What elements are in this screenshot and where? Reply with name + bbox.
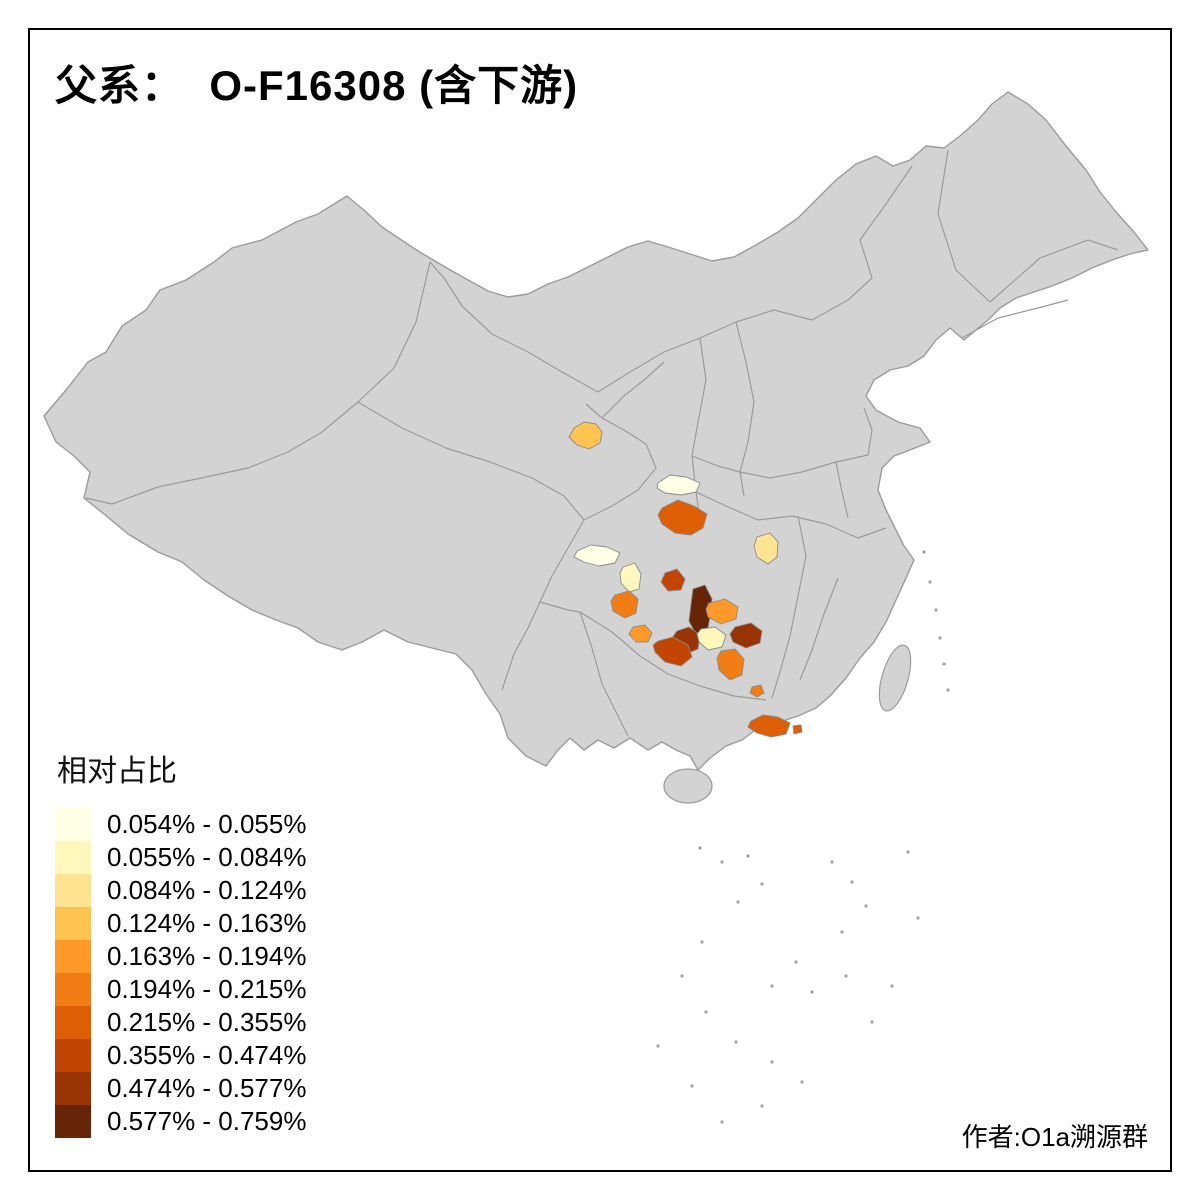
legend-swatch	[55, 841, 91, 874]
legend-item: 0.474% - 0.577%	[55, 1072, 306, 1105]
legend-item: 0.163% - 0.194%	[55, 940, 306, 973]
region-gansu-patch	[568, 421, 603, 450]
region-shaanxi-south-patch	[657, 499, 708, 536]
sea-islands	[656, 550, 950, 1124]
legend-label: 0.055% - 0.084%	[107, 842, 307, 872]
legend-item: 0.055% - 0.084%	[55, 841, 306, 874]
legend-item: 0.194% - 0.215%	[55, 973, 306, 1006]
legend-items: 0.054% - 0.055% 0.055% - 0.084% 0.084% - 0…	[55, 808, 306, 1138]
region-guangxi-speck-patch	[749, 684, 765, 698]
region-hubei-west-patch	[753, 532, 779, 565]
taiwan-island	[878, 644, 912, 712]
region-sichuan-small-patch	[628, 624, 653, 643]
legend-item: 0.084% - 0.124%	[55, 874, 306, 907]
hainan-island	[663, 768, 713, 804]
legend-swatch	[55, 940, 91, 973]
region-chongqing-north-patch	[660, 568, 686, 592]
region-central-cream-patch	[696, 626, 727, 651]
colored-regions	[568, 421, 803, 738]
legend-label: 0.163% - 0.194%	[107, 941, 307, 971]
legend-swatch	[55, 1006, 91, 1039]
region-hunan-dark-patch	[729, 622, 763, 649]
region-shaanxi-north-patch	[656, 474, 701, 496]
legend-label: 0.215% - 0.355%	[107, 1007, 307, 1037]
region-hubei-southwest-patch	[705, 598, 739, 625]
region-sichuan-strip-patch	[619, 562, 642, 593]
legend-label: 0.124% - 0.163%	[107, 908, 307, 938]
legend-swatch	[55, 1072, 91, 1105]
region-guangdong-speck-patch	[792, 724, 803, 735]
legend-label: 0.054% - 0.055%	[107, 809, 307, 839]
legend-swatch	[55, 907, 91, 940]
region-sichuan-south-patch	[610, 590, 639, 619]
legend-title: 相对占比	[57, 755, 177, 788]
legend-swatch	[55, 1039, 91, 1072]
author-credit: 作者:O1a溯源群	[961, 1122, 1148, 1152]
legend-swatch	[55, 1105, 91, 1138]
legend-swatch	[55, 874, 91, 907]
legend-item: 0.124% - 0.163%	[55, 907, 306, 940]
legend-label: 0.355% - 0.474%	[107, 1040, 307, 1070]
legend-swatch	[55, 973, 91, 1006]
region-chengdu-patch	[573, 544, 621, 567]
map-title: 父系： O-F16308 (含下游)	[55, 62, 579, 109]
legend-item: 0.054% - 0.055%	[55, 808, 306, 841]
legend: 相对占比 0.054% - 0.055% 0.055% - 0.084% 0.084…	[55, 746, 306, 1138]
legend-item: 0.355% - 0.474%	[55, 1039, 306, 1072]
region-guangdong-coast-patch	[747, 714, 791, 738]
region-hunan-southwest-patch	[716, 648, 745, 681]
legend-item: 0.215% - 0.355%	[55, 1006, 306, 1039]
legend-swatch	[55, 808, 91, 841]
legend-label: 0.084% - 0.124%	[107, 875, 307, 905]
province-borders	[85, 149, 1119, 737]
legend-item: 0.577% - 0.759%	[55, 1105, 306, 1138]
legend-label: 0.194% - 0.215%	[107, 974, 307, 1004]
legend-label: 0.474% - 0.577%	[107, 1073, 307, 1103]
region-guizhou-dark-patch	[652, 636, 693, 667]
legend-label: 0.577% - 0.759%	[107, 1106, 307, 1136]
